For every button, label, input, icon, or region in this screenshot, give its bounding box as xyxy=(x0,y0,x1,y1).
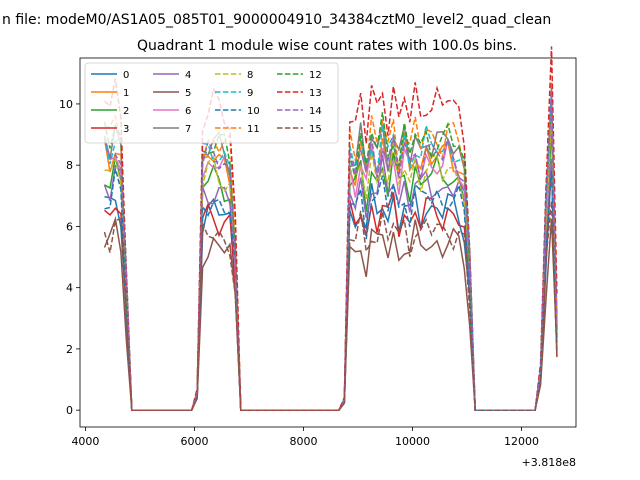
legend-label-3: 3 xyxy=(123,124,129,135)
series-line-7 xyxy=(103,98,558,411)
figure-suptitle: n file: modeM0/AS1A05_085T01_9000004910_… xyxy=(2,12,551,28)
y-tick-label: 2 xyxy=(66,343,73,356)
legend-label-15: 15 xyxy=(309,124,322,135)
legend-label-5: 5 xyxy=(185,88,191,99)
y-tick-label: 0 xyxy=(66,404,73,417)
series-line-15 xyxy=(103,201,558,411)
legend-label-7: 7 xyxy=(185,124,191,135)
legend-label-13: 13 xyxy=(309,88,322,99)
legend-label-8: 8 xyxy=(247,70,253,81)
y-axis-ticks: 0 2 4 6 8 10 xyxy=(59,98,80,417)
legend-frame xyxy=(84,62,339,144)
y-tick-label: 6 xyxy=(66,220,73,233)
legend-label-9: 9 xyxy=(247,88,253,99)
series-line-12 xyxy=(103,99,558,411)
x-tick-label: 10000 xyxy=(395,435,430,448)
x-tick-label: 12000 xyxy=(504,435,539,448)
legend-label-2: 2 xyxy=(123,106,129,117)
x-axis-ticks: 4000 6000 8000 10000 12000 xyxy=(71,427,539,448)
series-line-10 xyxy=(104,168,558,411)
series-line-1 xyxy=(103,105,558,411)
legend-label-4: 4 xyxy=(185,70,191,81)
y-tick-label: 10 xyxy=(59,98,73,111)
legend-label-0: 0 xyxy=(123,70,129,81)
legend-label-11: 11 xyxy=(247,124,260,135)
legend-label-12: 12 xyxy=(309,70,322,81)
series-line-8 xyxy=(104,109,558,411)
x-tick-label: 8000 xyxy=(289,435,317,448)
legend-label-14: 14 xyxy=(309,106,322,117)
x-tick-label: 6000 xyxy=(180,435,208,448)
series-line-6 xyxy=(103,111,558,411)
series-line-3 xyxy=(104,164,558,411)
axes-frame xyxy=(79,57,577,428)
x-axis-offset-label: +3.818e8 xyxy=(522,456,576,469)
series-line-0 xyxy=(104,160,558,411)
series-line-5 xyxy=(103,215,558,411)
x-tick-label: 4000 xyxy=(71,435,99,448)
legend-label-6: 6 xyxy=(185,106,191,117)
chart-title: Quadrant 1 module wise count rates with … xyxy=(137,38,517,54)
y-tick-label: 8 xyxy=(66,159,73,172)
y-tick-label: 4 xyxy=(66,282,73,295)
legend-label-1: 1 xyxy=(123,88,129,99)
series-line-2 xyxy=(104,129,558,411)
plot-lines xyxy=(103,46,558,411)
series-line-4 xyxy=(103,154,558,411)
legend-label-10: 10 xyxy=(247,106,260,117)
